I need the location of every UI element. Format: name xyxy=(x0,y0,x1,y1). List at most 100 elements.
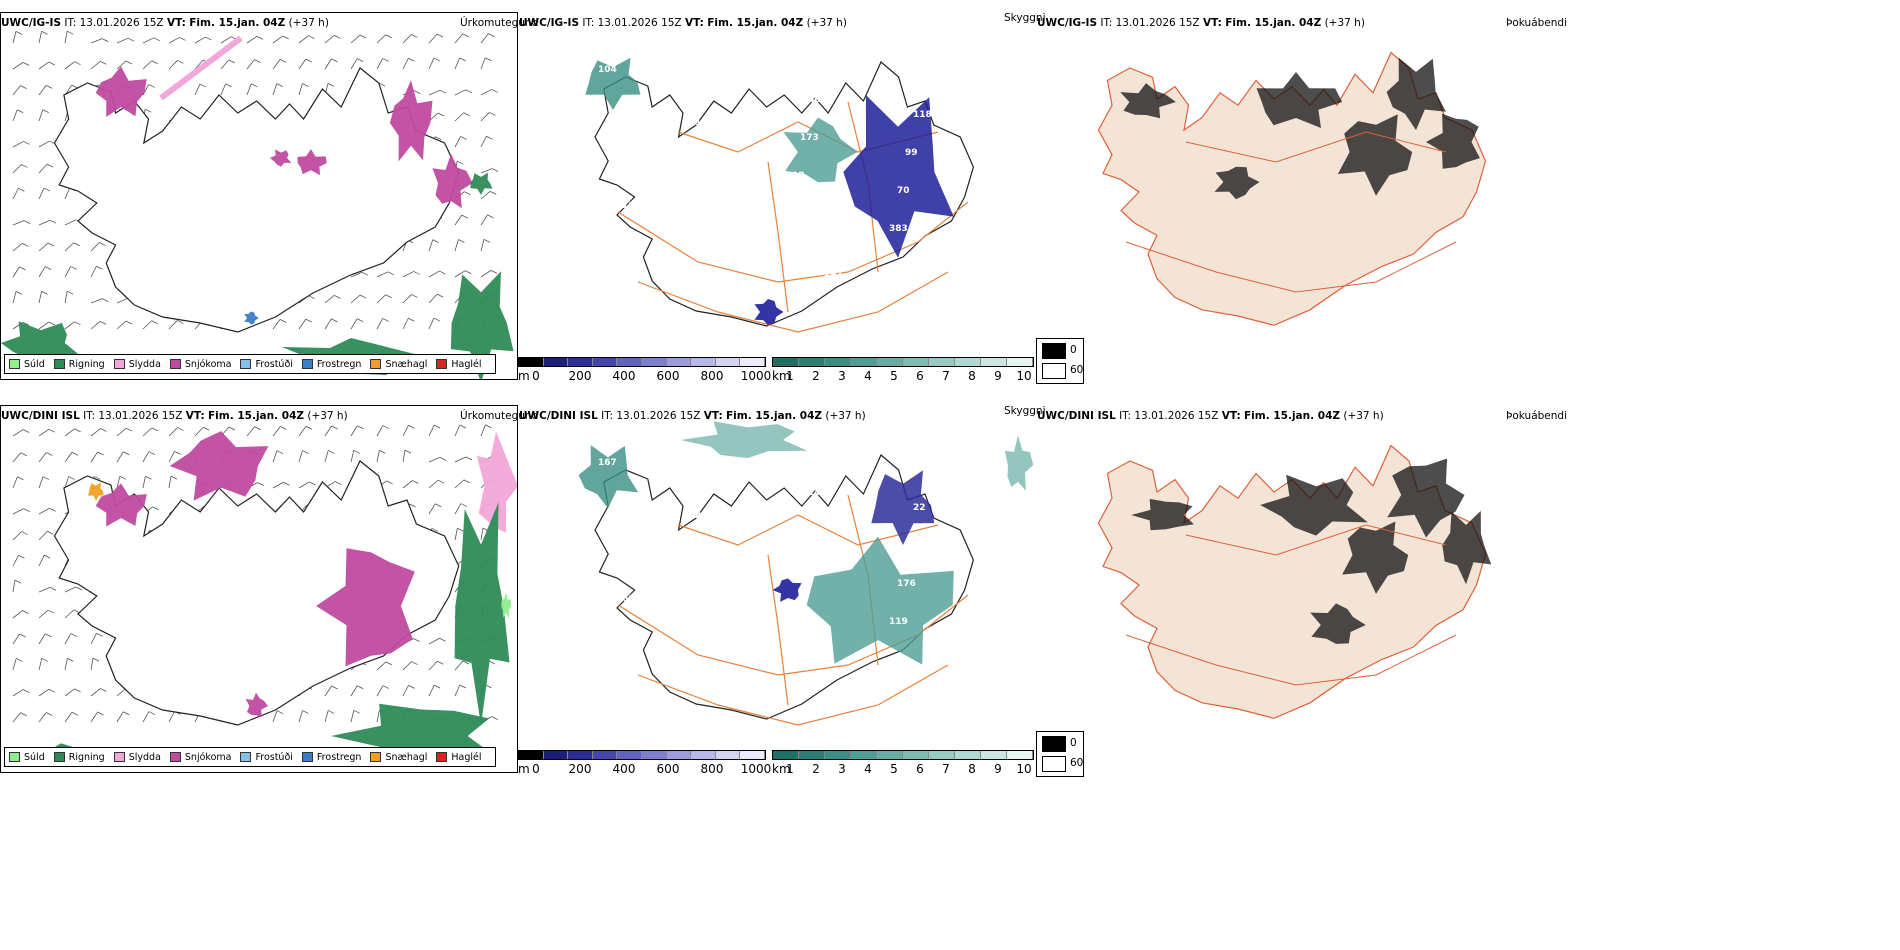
panel-title-row1-vis: UWC/IG-IS IT: 13.01.2026 15Z VT: Fim. 15… xyxy=(519,17,847,29)
cloud-base-label: 404 xyxy=(719,647,738,657)
ptype-legend-row1: Súld Rigning Slydda Snjókoma Frostúði Frostre… xyxy=(4,354,496,374)
colorbar-tick: 400 xyxy=(612,762,636,776)
legend-swatch xyxy=(370,359,382,369)
panel-name-row1-fog: Þokuábendi xyxy=(1506,17,1567,29)
cloud-base-label: 140 xyxy=(719,254,738,264)
fog-map-row2 xyxy=(1097,444,1492,719)
legend-item: Frostregn xyxy=(301,359,361,370)
cloud-base-label: 368 xyxy=(816,700,835,710)
cloud-base-label: 53 xyxy=(832,231,845,241)
colorbar-tick: 9 xyxy=(994,762,1002,776)
panel-name-row2-ptype: Úrkomutegund xyxy=(460,410,539,422)
cloud-base-label: 82 xyxy=(630,163,643,173)
cloud-base-label: 113 xyxy=(695,118,714,128)
colorbar-strip xyxy=(518,357,766,367)
legend-label: Súld xyxy=(24,358,45,370)
colorbar-unit: km xyxy=(772,762,791,776)
cloud-key-swatch xyxy=(1042,363,1066,379)
colorbar-unit: m xyxy=(518,369,530,383)
colorbar-strip xyxy=(518,750,766,760)
colorbar-tick: 800 xyxy=(700,369,724,383)
height-colorbar-row2: m 0 200 400 600 800 1000 xyxy=(518,750,771,776)
vis-panel-row2: 167 248 22 119 83 10 194 176 336 76 243 351 605 404 36… xyxy=(518,405,1036,773)
colorbar-tick: 9 xyxy=(994,369,1002,383)
freezing-rain-area xyxy=(244,311,259,325)
cloud-base-label: 10 xyxy=(703,473,716,483)
colorbar-tick: 4 xyxy=(864,369,872,383)
legend-swatch xyxy=(169,359,181,369)
legend-label: Súld xyxy=(24,751,45,763)
legend-swatch xyxy=(113,359,125,369)
drizzle-area xyxy=(501,592,512,618)
legend-swatch xyxy=(53,752,65,762)
visibility-colorbar-row2: km 1 2 3 4 5 6 7 8 9 10 xyxy=(772,750,1036,776)
colorbar-tick: 1000 xyxy=(740,369,772,383)
colorbar-tick: 8 xyxy=(968,762,976,776)
cloud-base-label: 76 xyxy=(711,685,724,695)
colorbar-tick: 1 xyxy=(786,762,794,776)
colorbar-tick: 0 xyxy=(532,762,540,776)
ptype-legend-row2: Súld Rigning Slydda Snjókoma Frostúði Frostre… xyxy=(4,747,496,767)
cloud-base-label: 336 xyxy=(614,632,633,642)
fog-index-area xyxy=(1256,72,1343,128)
legend-swatch xyxy=(9,752,20,762)
legend-item: Haglél xyxy=(436,359,482,370)
legend-swatch xyxy=(240,359,252,369)
panel-title-row1-ptype: UWC/IG-IS IT: 13.01.2026 15Z VT: Fim. 15… xyxy=(1,17,329,29)
colorbar-tick: 200 xyxy=(568,369,592,383)
colorbar-tick: 200 xyxy=(568,762,592,776)
low-visibility-area xyxy=(806,536,954,665)
legend-label: Frostúði xyxy=(255,751,293,763)
colorbar-strip xyxy=(772,357,1034,367)
ptype-map-row2 xyxy=(12,424,517,767)
sleet-area xyxy=(476,431,517,533)
legend-label: Snjókoma xyxy=(184,358,232,370)
snow-area xyxy=(432,153,473,209)
rain-area xyxy=(454,502,510,726)
fog-index-area xyxy=(1426,113,1480,169)
fog-index-area xyxy=(1342,521,1409,594)
colorbar-tick: 10 xyxy=(1016,369,1032,383)
rain-area xyxy=(470,172,493,195)
cloud-base-label: 33 xyxy=(735,178,748,188)
cloud-base-label: 55 xyxy=(606,277,619,287)
cloud-key-row2: 0 60 xyxy=(1036,731,1084,777)
fog-index-area xyxy=(1310,603,1366,644)
legend-swatch xyxy=(240,752,252,762)
colorbar-tick: 1000 xyxy=(740,762,772,776)
panel-title-row2-ptype: UWC/DINI ISL IT: 13.01.2026 15Z VT: Fim.… xyxy=(1,410,348,422)
colorbar-tick: 8 xyxy=(968,369,976,383)
legend-label: Frostúði xyxy=(255,358,293,370)
legend-item: Haglél xyxy=(436,752,482,763)
cloud-base-label: 12 xyxy=(638,125,651,135)
legend-item: Slydda xyxy=(113,359,161,370)
fog-index-area xyxy=(1442,510,1492,585)
height-colorbar-row1: m 0 200 400 600 800 1000 xyxy=(518,357,771,383)
colorbar-tick: 6 xyxy=(916,369,924,383)
cloud-base-label: 30 xyxy=(816,307,829,317)
legend-item: Frostregn xyxy=(301,752,361,763)
panel-name-row1-ptype: Úrkomutegund xyxy=(460,17,539,29)
cloud-base-label: 248 xyxy=(695,511,714,521)
panel-title-row2-vis: UWC/DINI ISL IT: 13.01.2026 15Z VT: Fim.… xyxy=(519,410,866,422)
cloud-base-label: 147 xyxy=(824,269,843,279)
legend-label: Snæhagl xyxy=(385,358,428,370)
low-visibility-area xyxy=(585,57,641,110)
legend-item: Rigning xyxy=(53,752,105,763)
cloud-key-row1: 0 60 xyxy=(1036,338,1084,384)
snow-area xyxy=(269,149,292,167)
cloud-key-label: 60 xyxy=(1070,364,1084,376)
colorbar-tick: 3 xyxy=(838,762,846,776)
colorbar-tick: 5 xyxy=(890,762,898,776)
cloud-base-label: 119 xyxy=(889,617,908,627)
low-visibility-area xyxy=(783,117,858,183)
cloud-key-label: 0 xyxy=(1070,737,1077,749)
legend-label: Snæhagl xyxy=(385,751,428,763)
colorbar-tick: 600 xyxy=(656,762,680,776)
snow-area xyxy=(297,149,327,176)
cloud-base-label: 70 xyxy=(897,186,910,196)
snow-area xyxy=(95,66,147,117)
legend-swatch xyxy=(113,752,125,762)
vis-panel-row1: 104 113 98 383 55 194 173 70 169 79 66 99 108 140 30 11… xyxy=(518,12,1036,380)
colorbar-strip xyxy=(772,750,1034,760)
